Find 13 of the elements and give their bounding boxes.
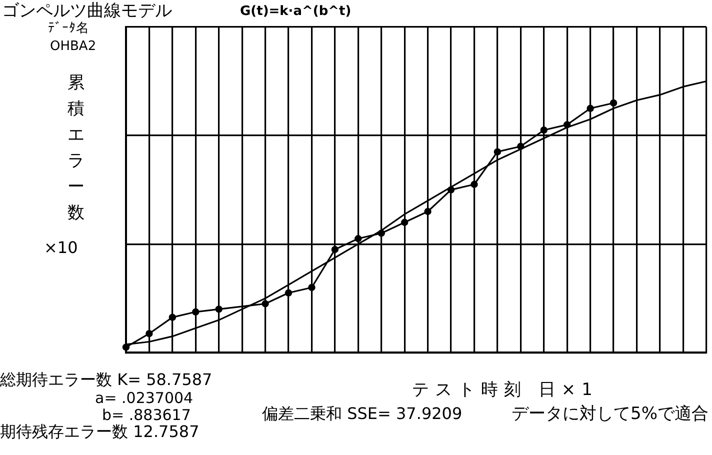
chart-title: ゴンペルツ曲線モデル [2, 1, 172, 21]
text: 総期待エラー数 K= 58.7587 [0, 370, 212, 389]
text: a= .0237004 [95, 389, 194, 407]
y-axis-title: 累積エラー数 [66, 72, 86, 225]
text: データに対して5%で適合 [510, 404, 710, 424]
text: b= .883617 [102, 406, 191, 424]
chart-subtitle: G(t)=k·a^(b^t) [240, 4, 352, 19]
text: OHBA2 [50, 39, 96, 54]
text: 期待残存エラー数 12.7587 [0, 422, 200, 441]
text: ﾃﾞｰﾀ名 [48, 21, 89, 36]
text: ×10 [44, 238, 78, 257]
text: 偏差二乗和 SSE= 37.9209 [262, 404, 462, 423]
x-axis-title: テスト時刻 日×1 [412, 380, 598, 400]
